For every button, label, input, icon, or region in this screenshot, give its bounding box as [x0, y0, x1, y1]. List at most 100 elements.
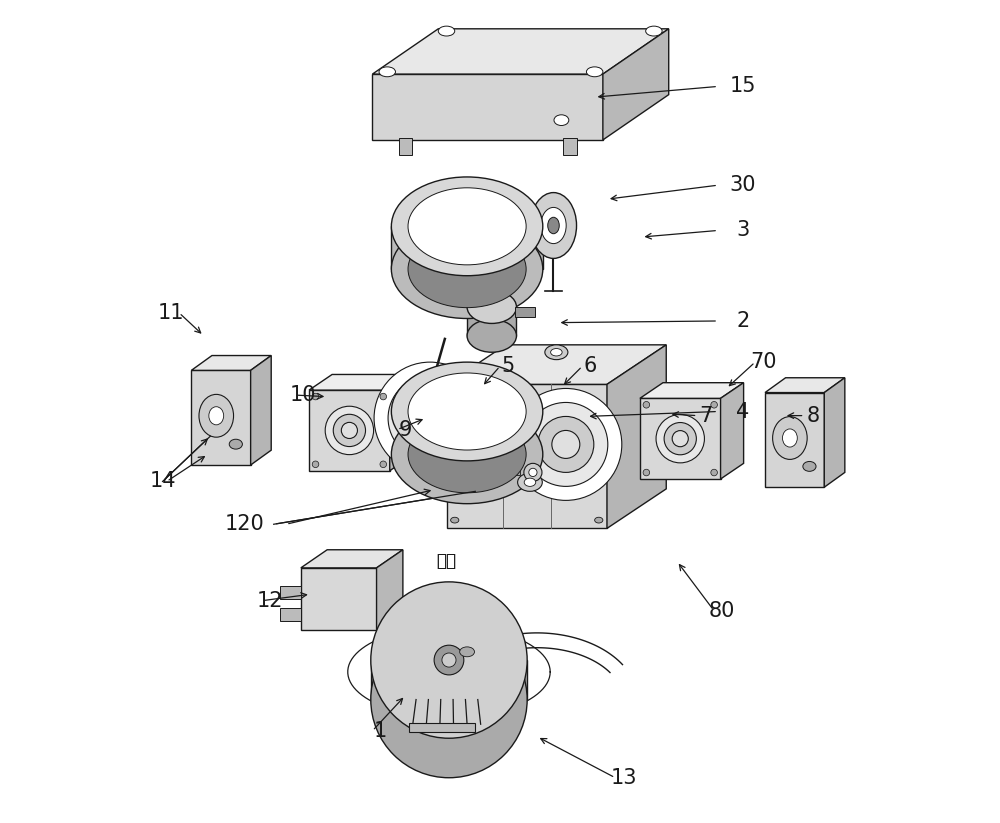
Text: 7: 7	[699, 406, 712, 425]
Text: 13: 13	[610, 768, 637, 788]
Ellipse shape	[209, 407, 224, 425]
Text: 70: 70	[750, 352, 777, 372]
Ellipse shape	[229, 439, 242, 449]
Ellipse shape	[380, 461, 387, 467]
Polygon shape	[309, 390, 390, 471]
Polygon shape	[603, 29, 669, 140]
Bar	[409, 723, 475, 732]
Bar	[563, 138, 577, 155]
Ellipse shape	[711, 469, 717, 476]
Polygon shape	[191, 370, 251, 465]
Polygon shape	[371, 660, 527, 700]
Text: 1: 1	[374, 721, 387, 741]
Ellipse shape	[554, 115, 569, 126]
Ellipse shape	[460, 647, 474, 657]
Ellipse shape	[325, 407, 374, 454]
Ellipse shape	[656, 415, 704, 463]
Ellipse shape	[408, 230, 526, 308]
Text: 4: 4	[736, 402, 749, 421]
Ellipse shape	[374, 362, 486, 474]
Polygon shape	[372, 29, 669, 74]
Polygon shape	[408, 412, 526, 454]
Polygon shape	[391, 412, 543, 454]
Polygon shape	[824, 378, 845, 487]
Bar	[399, 138, 412, 155]
Bar	[515, 307, 535, 317]
Polygon shape	[721, 383, 744, 479]
Ellipse shape	[380, 393, 387, 400]
Ellipse shape	[530, 193, 577, 258]
Text: 5: 5	[502, 356, 515, 376]
Bar	[280, 607, 301, 621]
Polygon shape	[447, 345, 666, 384]
Ellipse shape	[391, 362, 543, 461]
Polygon shape	[447, 384, 607, 528]
Ellipse shape	[442, 653, 456, 667]
Text: 14: 14	[149, 472, 176, 491]
Ellipse shape	[711, 402, 717, 408]
Ellipse shape	[664, 422, 696, 455]
Polygon shape	[301, 568, 377, 630]
Ellipse shape	[467, 319, 516, 352]
Ellipse shape	[408, 188, 526, 265]
Text: 3: 3	[736, 221, 749, 240]
Polygon shape	[309, 374, 413, 390]
Ellipse shape	[467, 291, 516, 323]
Ellipse shape	[548, 217, 559, 234]
Text: 12: 12	[256, 591, 283, 611]
Polygon shape	[251, 356, 271, 465]
Ellipse shape	[451, 518, 459, 523]
Ellipse shape	[524, 402, 608, 486]
Polygon shape	[390, 374, 413, 471]
Text: 80: 80	[709, 601, 735, 621]
Ellipse shape	[518, 473, 542, 491]
Bar	[492, 460, 503, 475]
Ellipse shape	[341, 422, 357, 439]
Ellipse shape	[551, 349, 562, 356]
Ellipse shape	[524, 463, 542, 481]
Ellipse shape	[643, 402, 650, 408]
Bar	[280, 586, 301, 599]
Polygon shape	[640, 398, 721, 479]
Text: 8: 8	[806, 406, 819, 425]
Ellipse shape	[552, 430, 580, 458]
Polygon shape	[640, 383, 744, 398]
Polygon shape	[607, 345, 666, 528]
Ellipse shape	[782, 429, 797, 447]
Ellipse shape	[586, 67, 603, 77]
Ellipse shape	[379, 67, 395, 77]
Polygon shape	[301, 550, 403, 568]
Text: 6: 6	[584, 356, 597, 376]
Ellipse shape	[529, 468, 537, 477]
Ellipse shape	[391, 220, 543, 319]
Ellipse shape	[333, 414, 366, 447]
Ellipse shape	[391, 177, 543, 276]
Ellipse shape	[408, 416, 526, 493]
Ellipse shape	[524, 478, 536, 486]
Ellipse shape	[541, 207, 566, 244]
Polygon shape	[191, 356, 271, 370]
Polygon shape	[765, 378, 845, 393]
Text: 10: 10	[289, 385, 316, 405]
Ellipse shape	[371, 582, 527, 738]
Ellipse shape	[538, 416, 594, 472]
Ellipse shape	[646, 26, 662, 36]
Ellipse shape	[643, 469, 650, 476]
Ellipse shape	[388, 376, 472, 460]
Ellipse shape	[391, 405, 543, 504]
Polygon shape	[408, 226, 526, 269]
Ellipse shape	[408, 373, 526, 450]
Text: 9: 9	[399, 420, 412, 439]
Ellipse shape	[545, 345, 568, 360]
Ellipse shape	[199, 394, 234, 437]
Text: 120: 120	[225, 514, 265, 534]
Text: 30: 30	[730, 175, 756, 195]
Polygon shape	[467, 307, 516, 336]
Text: 空气: 空气	[437, 552, 457, 570]
Ellipse shape	[803, 462, 816, 472]
Polygon shape	[377, 550, 403, 630]
Ellipse shape	[371, 621, 527, 778]
Ellipse shape	[416, 404, 444, 432]
Ellipse shape	[595, 518, 603, 523]
Text: 15: 15	[730, 77, 756, 96]
